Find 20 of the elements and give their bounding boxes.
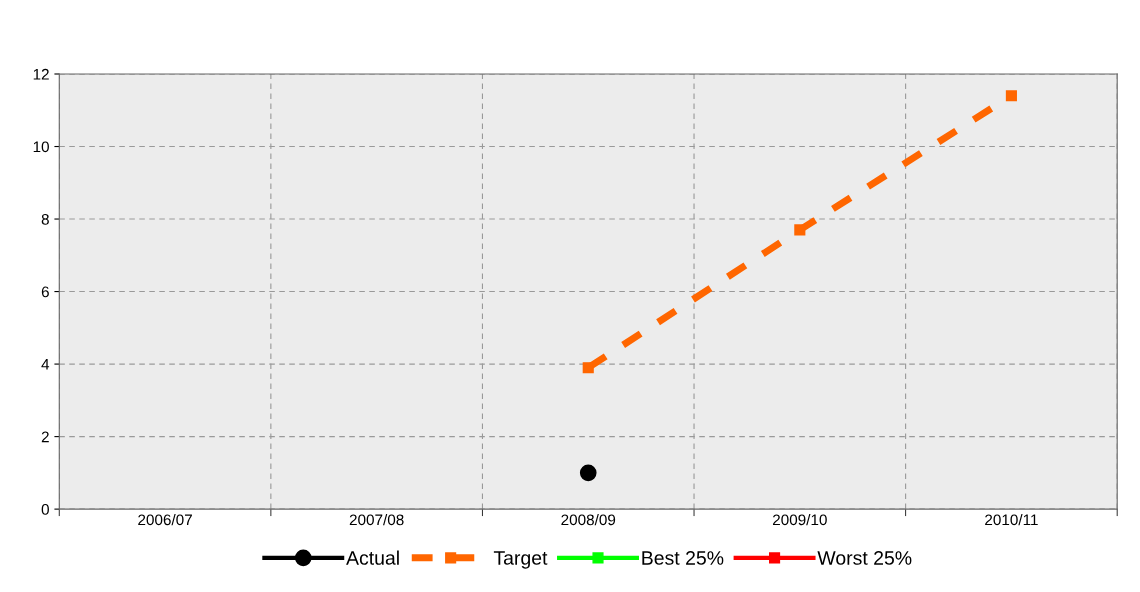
legend-label: Worst 25% (817, 551, 912, 565)
y-tick-label: 6 (41, 286, 49, 298)
y-tick-label: 4 (41, 359, 50, 370)
y-tick-label: 12 (33, 68, 49, 80)
y-tick-label: 0 (41, 503, 49, 515)
x-tick-label: 2006/07 (138, 513, 192, 526)
x-tick-label: 2009/10 (772, 513, 827, 526)
legend-label: Target (493, 551, 548, 569)
x-tick-label: 2008/09 (561, 513, 616, 526)
x-tick-label: 2010/11 (985, 513, 1038, 526)
legend-label: Best 25% (642, 551, 724, 565)
y-tick-label: 8 (41, 213, 49, 225)
y-tick-label: 10 (33, 141, 49, 153)
y-tick-label: 2 (41, 431, 49, 443)
point (794, 224, 806, 236)
point (1005, 90, 1017, 102)
point (579, 464, 597, 482)
point (582, 362, 594, 374)
x-tick-label: 2007/08 (349, 513, 404, 526)
legend-label: Actual (346, 550, 399, 565)
